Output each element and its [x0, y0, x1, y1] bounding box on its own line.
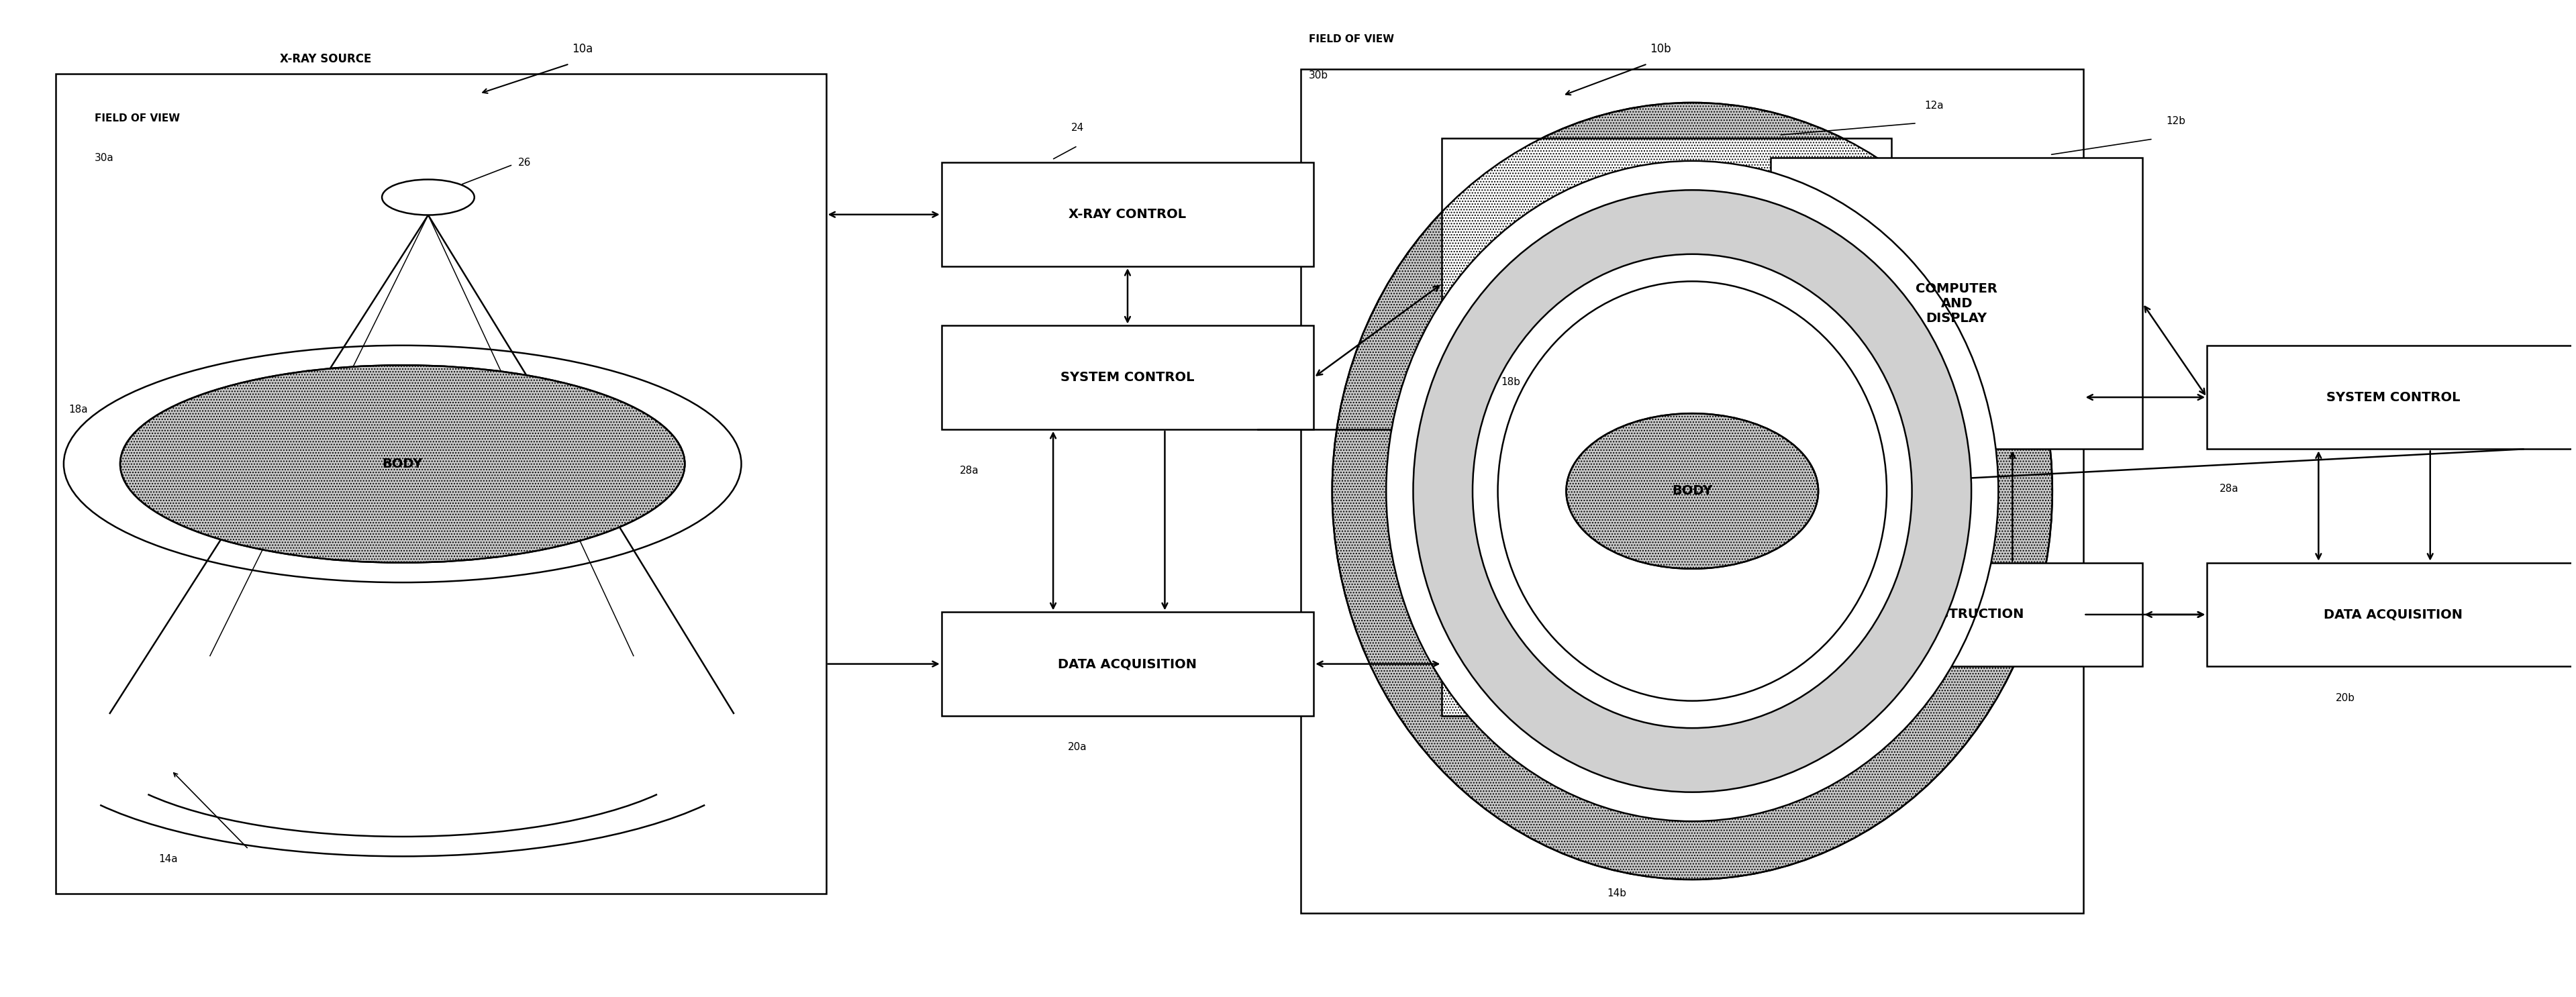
Text: FIELD OF VIEW: FIELD OF VIEW [1309, 34, 1394, 44]
Text: DATA ACQUISITION: DATA ACQUISITION [1059, 658, 1198, 670]
Circle shape [381, 179, 474, 215]
Ellipse shape [1473, 254, 1911, 728]
Ellipse shape [1497, 281, 1886, 701]
Ellipse shape [1414, 190, 1971, 793]
Text: BODY: BODY [1672, 485, 1713, 498]
Text: DATA ACQUISITION: DATA ACQUISITION [2324, 608, 2463, 621]
Text: 12b: 12b [2166, 117, 2184, 127]
Text: 28a: 28a [958, 466, 979, 476]
Bar [1443, 612, 1891, 716]
Text: COMPUTER
AND
DISPLAY: COMPUTER AND DISPLAY [1917, 282, 1996, 325]
Text: X-RAY CONTROL: X-RAY CONTROL [1069, 208, 1188, 221]
Ellipse shape [121, 365, 685, 562]
Text: 14a: 14a [160, 854, 178, 864]
Bar [940, 163, 1314, 266]
Ellipse shape [1566, 414, 1819, 568]
Text: 20a: 20a [1069, 743, 1087, 753]
Text: SYSTEM CONTROL: SYSTEM CONTROL [2326, 391, 2460, 404]
Text: 30b: 30b [1309, 71, 1329, 81]
Text: 20b: 20b [2336, 693, 2354, 703]
Ellipse shape [1332, 103, 2053, 879]
Text: 28a: 28a [2221, 484, 2239, 494]
Text: 22a: 22a [1607, 743, 1625, 753]
Text: X-RAY SOURCE: X-RAY SOURCE [281, 53, 371, 65]
Bar [940, 612, 1314, 716]
Bar [2208, 562, 2576, 666]
Ellipse shape [1386, 161, 1999, 822]
Bar [1770, 158, 2143, 449]
Bar [1443, 138, 1891, 430]
Text: 22b: 22b [1899, 693, 1919, 703]
Text: RECONSTRUCTION: RECONSTRUCTION [1600, 658, 1734, 670]
Text: 14b: 14b [1607, 888, 1625, 898]
Text: COMPUTER
AND
DISPLAY: COMPUTER AND DISPLAY [1625, 262, 1708, 305]
Text: 24: 24 [1072, 123, 1084, 134]
Text: 18a: 18a [70, 405, 88, 415]
Text: 18b: 18b [1502, 377, 1520, 387]
Text: 12a: 12a [1924, 101, 1945, 111]
Bar [940, 326, 1314, 430]
Text: 10a: 10a [572, 43, 592, 55]
Text: SYSTEM CONTROL: SYSTEM CONTROL [1061, 371, 1195, 384]
Text: 10b: 10b [1649, 43, 1672, 55]
Text: 26: 26 [518, 158, 531, 167]
Text: FIELD OF VIEW: FIELD OF VIEW [95, 114, 180, 124]
Bar [1301, 69, 2084, 913]
Bar [1770, 562, 2143, 666]
Bar [2208, 345, 2576, 449]
Bar [57, 74, 827, 893]
Text: 30a: 30a [95, 153, 113, 163]
Text: BODY: BODY [381, 458, 422, 471]
Text: RECONSTRUCTION: RECONSTRUCTION [1888, 608, 2025, 621]
